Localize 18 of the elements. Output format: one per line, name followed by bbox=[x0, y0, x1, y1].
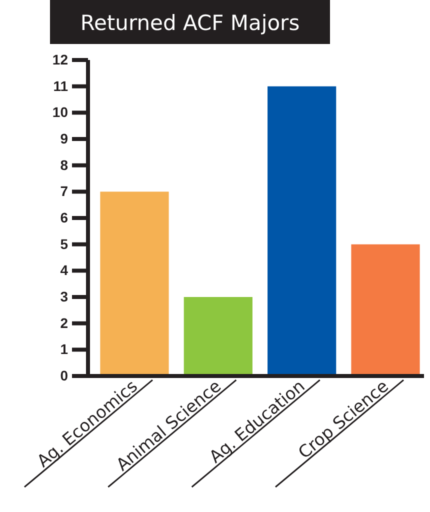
y-tick-label: 1 bbox=[60, 341, 68, 358]
y-tick-label: 7 bbox=[60, 183, 68, 200]
y-tick-label: 12 bbox=[52, 51, 68, 68]
y-tick-label: 0 bbox=[60, 367, 68, 384]
bar bbox=[100, 192, 169, 376]
bar bbox=[351, 244, 420, 376]
y-tick-label: 5 bbox=[60, 236, 68, 252]
y-tick-label: 10 bbox=[52, 104, 68, 120]
bar bbox=[268, 86, 336, 376]
bar bbox=[184, 297, 252, 376]
y-tick-label: 2 bbox=[60, 314, 68, 331]
y-tick-label: 8 bbox=[60, 156, 68, 173]
y-tick-label: 11 bbox=[53, 78, 68, 94]
chart-title: Returned ACF Majors bbox=[80, 11, 300, 35]
y-tick-label: 6 bbox=[60, 209, 68, 226]
y-tick-label: 9 bbox=[60, 130, 68, 146]
y-tick-label: 3 bbox=[60, 288, 68, 304]
y-tick-label: 4 bbox=[60, 262, 68, 278]
